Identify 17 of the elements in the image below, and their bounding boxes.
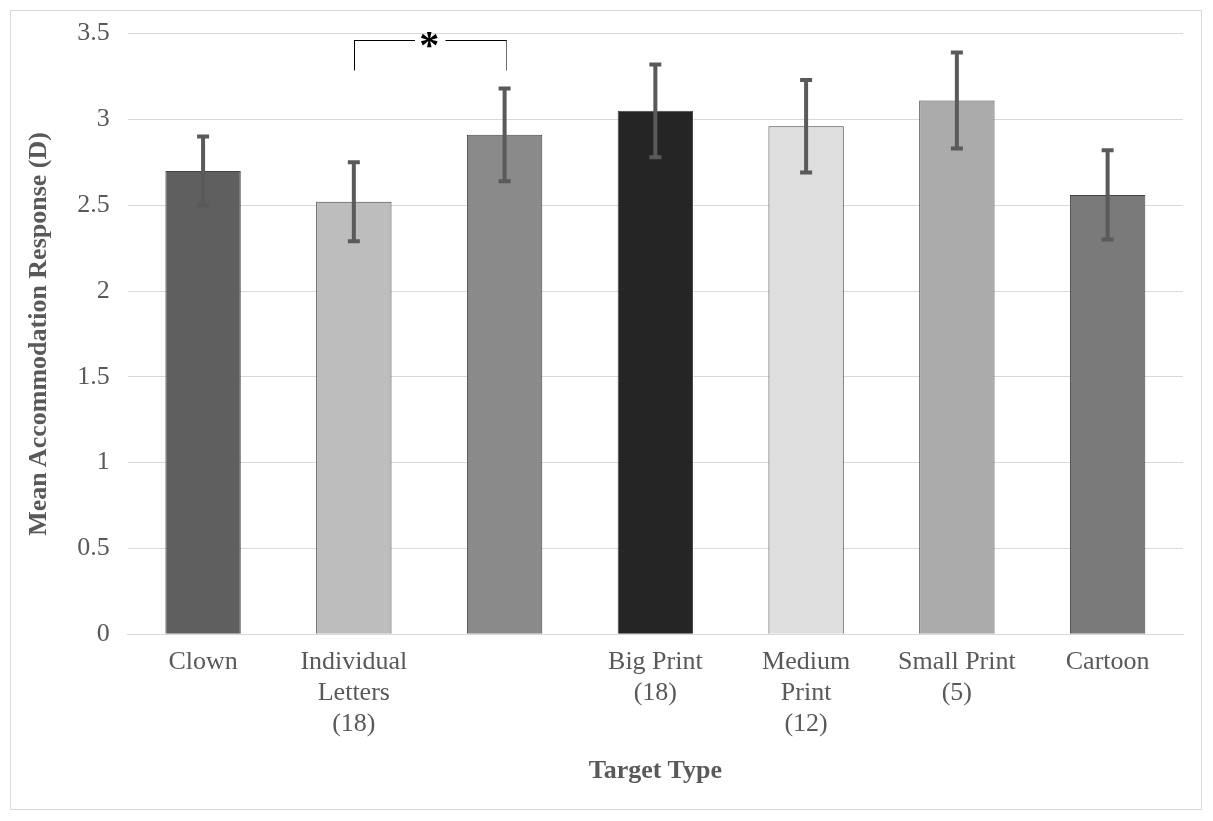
y-tick-label: 3 [96,103,110,133]
x-axis-title: Target Type [588,755,722,785]
annotation: * [419,21,440,67]
x-tick-label: Big Print (18) [608,645,704,706]
y-axis-title: Mean Accommodation Response (D) [23,132,53,536]
x-tick-label: Small Print (5) [897,645,1017,706]
y-tick-label: 3.5 [77,17,110,47]
x-tick-label: Medium Print (12) [762,645,851,738]
y-tick-label: 1 [96,446,110,476]
x-tick-label: Cartoon [1065,645,1150,675]
y-tick-label: 2 [96,274,110,304]
y-tick-label: 0.5 [77,532,110,562]
y-tick-label: 0 [96,618,110,648]
y-tick-label: 1.5 [77,360,110,390]
x-tick-label: Clown [168,645,238,675]
x-tick-label: Individual Letters (18) [300,645,408,738]
y-tick-label: 2.5 [77,189,110,219]
